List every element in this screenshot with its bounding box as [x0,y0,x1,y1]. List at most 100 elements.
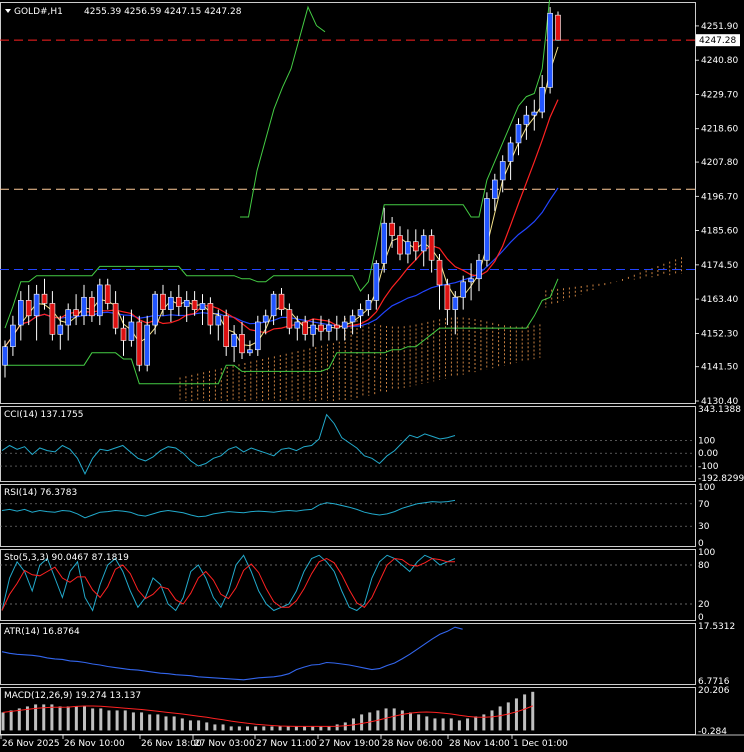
macd-bar [197,720,201,731]
candle-body [436,259,443,286]
macd-histogram [1,691,535,731]
y-tick-label: 4229.70 [701,90,738,100]
x-tick-label: 1 Dec 01:00 [513,739,568,749]
cci-tick-label: 0.00 [698,449,718,459]
candle-body [81,296,87,317]
cci-title: CCI(14) 137.1755 [4,410,84,420]
candle-body [555,14,561,41]
rsi-tick-label: 0 [698,539,704,549]
macd-bar [1,712,5,731]
macd-bar [449,718,453,731]
candle-body [10,324,16,347]
y-tick-label: 4240.80 [701,56,738,66]
macd-bar [384,708,388,731]
candle-body [341,321,348,329]
macd-bar [25,706,29,731]
candle-body [17,300,24,326]
macd-bar [433,718,437,731]
candle-body [128,321,135,341]
macd-bar [42,704,46,731]
sto-tick-label: 80 [698,561,710,571]
y-tick-label: 4207.80 [701,158,738,168]
macd-bar [327,726,331,731]
candle-body [104,284,111,304]
candle-body [515,124,522,144]
candle-body [49,303,56,335]
sto-title: Sto(5,3,3) 90.0467 87.1819 [4,553,129,563]
x-tick-label: 28 Nov 06:00 [382,739,443,749]
y-tick-label: 4251.90 [701,22,738,32]
macd-bar [319,726,323,731]
sto-signal-line [1,557,455,611]
macd-bar [131,712,135,731]
macd-bar [482,714,486,731]
candle-body [444,284,451,310]
y-tick-label: 4196.70 [701,192,738,202]
macd-bar [335,724,339,731]
current-price-label: 4247.28 [699,36,736,46]
lagging-span [240,5,326,218]
candle-body [89,296,95,317]
macd-bar [17,708,21,731]
chart-symbol: GOLD#,H1 [14,7,63,17]
candle-body [507,142,514,162]
candle-body [239,334,245,354]
rsi-tick-label: 70 [698,500,710,510]
macd-bar [99,708,103,731]
rsi-tick-label: 100 [698,483,715,493]
candle-body [152,293,158,326]
macd-signal-line [2,705,533,727]
candle-body [286,309,293,329]
candle-body [310,324,316,335]
sto-tick-label: 100 [698,548,715,558]
candle-body [120,327,127,341]
macd-bar [83,706,86,731]
candle-body [405,241,411,255]
candles [2,7,561,378]
candle-body [270,293,277,317]
atr-tick-label: 17.5312 [698,622,735,632]
macd-bar [498,706,502,731]
candle-body [144,324,150,366]
macd-bar [531,691,535,731]
candle-body [523,114,530,125]
macd-bar [115,710,119,731]
panel-frame-5 [0,687,696,735]
macd-bar [294,726,298,731]
macd-bar [9,710,13,731]
macd-bar [270,726,274,731]
y-tick-label: 4163.40 [701,295,738,305]
candle-body [215,315,222,326]
chart-ohlc: 4255.39 4256.59 4247.15 4247.28 [84,7,242,17]
candle-body [191,300,198,310]
candle-body [207,303,214,326]
macd-bar [107,710,111,731]
x-tick-label: 26 Nov 10:00 [64,739,125,749]
macd-bar [278,726,282,731]
macd-bar [58,706,62,731]
macd-bar [343,722,347,731]
macd-bar [262,726,266,731]
lower-band [5,278,559,385]
macd-bar [409,712,412,731]
candle-body [318,324,324,332]
macd-bar [457,720,461,731]
candle-body [160,293,166,310]
candle-body [420,235,427,252]
candle-body [57,324,64,335]
macd-bar [474,716,478,731]
macd-bar [50,704,54,731]
candle-body [247,349,253,354]
panel-frame-3 [0,549,696,621]
macd-bar [400,710,404,731]
candle-body [183,300,190,307]
panel-frame-0 [0,2,696,404]
candle-body [452,296,459,310]
candle-body [412,241,419,252]
macd-bar [392,708,396,731]
macd-bar [311,726,315,731]
macd-bar [417,714,421,731]
candle-body [136,321,143,366]
rsi-line [1,499,456,519]
